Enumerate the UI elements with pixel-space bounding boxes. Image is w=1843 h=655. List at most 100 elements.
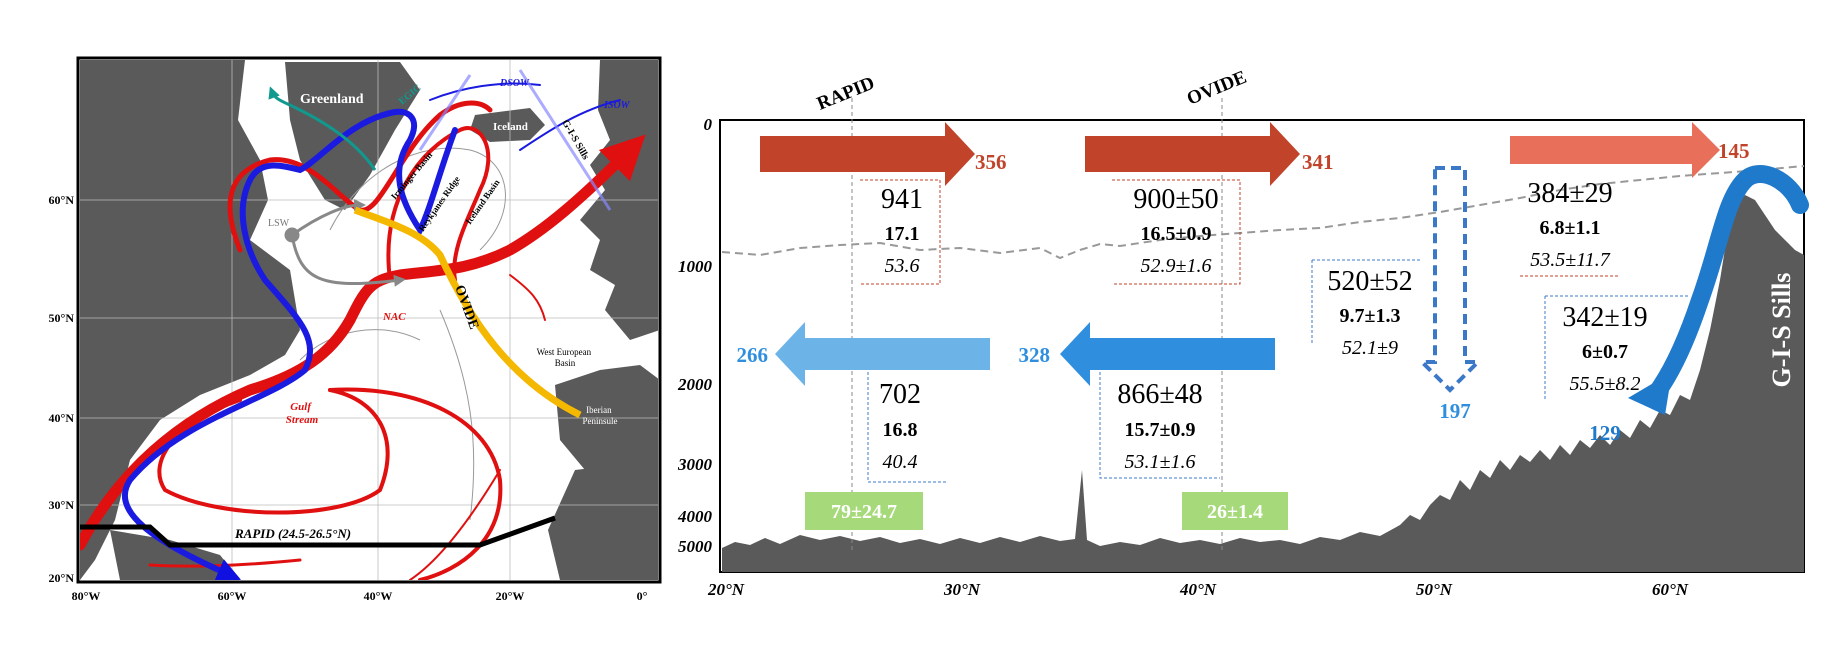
lower-box-mid-bracket <box>1311 259 1420 345</box>
gis-sills-label: G-I-S Sills <box>1767 273 1796 388</box>
upper-arrow-sills: 145 <box>1510 122 1750 178</box>
label-nac: NAC <box>382 311 406 323</box>
upper-box-rapid-c: 53.6 <box>885 255 920 277</box>
label-iberian: Iberian Peninsule <box>583 405 618 426</box>
y-tick-4000: 4000 <box>677 507 713 526</box>
label-isow: ISOW <box>603 100 631 111</box>
label-dsow: DSOW <box>499 78 530 89</box>
green-box-ovide: 26±1.4 <box>1182 492 1288 530</box>
lower-box-ovide-a: 866±48 <box>1117 379 1202 410</box>
lower-arrow-ovide-value: 328 <box>1019 343 1051 367</box>
lat-tick-20: 20°N <box>49 571 75 585</box>
x-tick-30n: 30°N <box>943 580 981 599</box>
dwbc-path <box>122 108 458 580</box>
lon-tick-40: 40°W <box>364 589 393 603</box>
lat-tick-30: 30°N <box>49 498 75 512</box>
lower-box-rapid-bracket <box>867 372 948 483</box>
egic-path <box>268 86 377 171</box>
gulf-stream-gyre-outer <box>328 387 503 580</box>
ovide-label: OVIDE <box>1184 67 1250 110</box>
x-tick-40n: 40°N <box>1179 580 1217 599</box>
x-tick-20n: 20°N <box>707 580 745 599</box>
lower-box-ovide-b: 15.7±0.9 <box>1125 419 1196 441</box>
upper-arrow-ovide: 341 <box>1085 122 1334 186</box>
lower-box-rapid: 702 16.8 40.4 <box>867 372 948 483</box>
lat-tick-40: 40°N <box>49 411 75 425</box>
green-box-rapid-value: 79±24.7 <box>831 501 897 523</box>
rapid-label: RAPID <box>814 73 878 115</box>
upper-arrow-rapid: 356 <box>760 122 1007 186</box>
upper-box-sills-b: 6.8±1.1 <box>1540 217 1601 239</box>
circulation-map: Greenland Iceland EGIC DSOW ISOW LSW NAC… <box>49 56 662 603</box>
label-lsw: LSW <box>268 218 290 229</box>
label-gulf-stream-line1: Gulf <box>290 401 312 413</box>
upper-box-ovide-bracket <box>1112 179 1241 285</box>
upper-box-rapid-a: 941 <box>881 184 923 215</box>
upper-box-ovide-b: 16.5±0.9 <box>1141 223 1212 245</box>
lower-box-mid-a: 520±52 <box>1327 266 1412 297</box>
upper-box-rapid-bracket <box>860 179 941 285</box>
overflow-arrow-value: 129 <box>1589 421 1621 445</box>
overflow-arrow-shape <box>1646 165 1809 404</box>
lower-box-sills-b: 6±0.7 <box>1582 341 1628 363</box>
iberian-land <box>555 365 658 480</box>
lower-box-mid: 520±52 9.7±1.3 52.1±9 <box>1311 259 1420 359</box>
transport-section: RAPID OVIDE 0 1000 2000 3000 4000 5000 2… <box>677 67 1809 599</box>
upper-box-ovide: 900±50 16.5±0.9 52.9±1.6 <box>1112 179 1241 285</box>
gis-sills-lines <box>418 69 612 211</box>
nac-branch-south <box>509 274 546 321</box>
greenland-land <box>285 62 420 210</box>
label-rapid-map: RAPID (24.5-26.5°N) <box>234 526 351 541</box>
upper-box-ovide-a: 900±50 <box>1133 184 1218 215</box>
green-box-rapid-bg <box>805 492 923 530</box>
upper-arrow-ovide-value: 341 <box>1302 150 1334 174</box>
upper-box-sills: 384±29 6.8±1.1 53.5±11.7 <box>1520 178 1620 277</box>
downwelling-arrow-shape <box>1417 166 1483 393</box>
label-iceland: Iceland <box>493 121 528 133</box>
section-x-axis: 20°N 30°N 40°N 50°N 60°N <box>707 580 1689 599</box>
label-greenland: Greenland <box>300 92 364 107</box>
lon-tick-0: 0° <box>637 589 648 603</box>
isow-path <box>519 99 621 151</box>
rapid-section-line <box>80 515 556 548</box>
iceland-land <box>470 108 545 142</box>
lower-box-ovide: 866±48 15.7±0.9 53.1±1.6 <box>1099 372 1220 479</box>
upper-arrow-ovide-shape <box>1085 122 1300 186</box>
canary-branch <box>409 469 501 580</box>
downwelling-arrow-value: 197 <box>1439 399 1471 423</box>
label-gulf-stream-line2: Stream <box>286 414 319 426</box>
y-tick-3000: 3000 <box>677 455 713 474</box>
y-tick-0: 0 <box>704 115 713 134</box>
label-west-european-line2: Basin <box>555 358 576 368</box>
label-west-european-line1: West European <box>537 347 592 357</box>
label-gulf-stream: Gulf Stream <box>286 401 319 426</box>
lower-box-ovide-c: 53.1±1.6 <box>1125 451 1196 473</box>
map-graticule <box>80 60 658 580</box>
lsw-paths <box>284 199 406 287</box>
lower-box-sills: 342±19 6±0.7 55.5±8.2 <box>1544 295 1690 400</box>
lon-tick-20: 20°W <box>496 589 525 603</box>
lower-arrow-ovide-shape <box>1060 322 1275 386</box>
downwelling-arrow: 197 <box>1417 166 1483 423</box>
ovide-section-line <box>353 206 582 419</box>
y-tick-1000: 1000 <box>678 257 713 276</box>
upper-arrow-rapid-value: 356 <box>975 150 1007 174</box>
upper-box-rapid-b: 17.1 <box>885 223 920 245</box>
lon-tick-60: 60°W <box>218 589 247 603</box>
lower-arrow-ovide: 328 <box>1019 322 1275 386</box>
lon-tick-80: 80°W <box>72 589 101 603</box>
lower-arrow-rapid: 266 <box>737 322 990 386</box>
bottom-topography <box>722 195 1804 572</box>
overflow-arrow: 129 <box>1589 165 1809 445</box>
overflow-arrow-head <box>1628 372 1672 415</box>
lower-box-sills-a: 342±19 <box>1562 302 1647 333</box>
upper-box-ovide-c: 52.9±1.6 <box>1141 255 1212 277</box>
y-tick-5000: 5000 <box>678 537 713 556</box>
upper-arrow-sills-value: 145 <box>1718 139 1750 163</box>
upper-box-sills-c: 53.5±11.7 <box>1530 249 1610 271</box>
lower-box-ovide-bracket <box>1099 372 1220 479</box>
label-iberian-line2: Peninsule <box>583 416 618 426</box>
section-y-axis: 0 1000 2000 3000 4000 5000 <box>677 115 713 556</box>
lower-arrow-rapid-shape <box>775 322 990 386</box>
